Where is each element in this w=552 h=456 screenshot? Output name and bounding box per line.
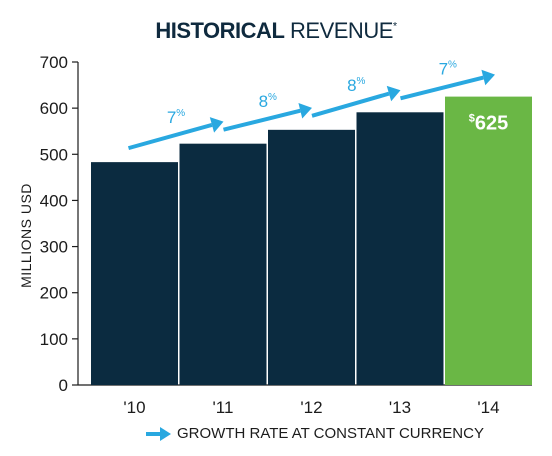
bar-2 <box>268 129 355 385</box>
growth-rate-label: 8% <box>347 76 365 95</box>
x-tick-label: '10 <box>123 398 145 417</box>
growth-arrow-head <box>481 69 495 86</box>
growth-arrow-line <box>223 108 301 132</box>
y-tick-label: 500 <box>40 145 68 164</box>
title-regular: REVENUE <box>290 18 393 43</box>
legend: GROWTH RATE AT CONSTANT CURRENCY <box>145 425 484 442</box>
bar-4 <box>445 96 532 385</box>
bar-value-label: $625 <box>469 113 509 135</box>
y-tick-label: 0 <box>59 376 68 395</box>
growth-rate-label: 7% <box>167 108 185 127</box>
growth-arrow-head <box>298 102 312 119</box>
bar-3 <box>356 112 444 385</box>
x-tick-label: '14 <box>477 398 499 417</box>
x-tick-label: '12 <box>300 398 322 417</box>
growth-rate-label: 8% <box>259 92 277 111</box>
legend-label: GROWTH RATE AT CONSTANT CURRENCY <box>177 425 484 442</box>
x-tick-label: '11 <box>213 398 234 417</box>
growth-arrow-head <box>209 117 224 133</box>
y-tick-label: 300 <box>40 238 68 257</box>
y-tick-label: 600 <box>40 99 68 118</box>
growth-arrow-line <box>311 91 390 118</box>
growth-arrow-head <box>386 85 401 102</box>
title-mark: * <box>392 20 397 33</box>
bar-0 <box>91 162 178 385</box>
growth-arrow-line <box>400 75 484 101</box>
y-axis-label: MILLIONS USD <box>18 183 34 288</box>
title-bold: HISTORICAL <box>155 18 285 43</box>
y-tick-label: 700 <box>40 53 68 72</box>
y-tick-label: 100 <box>40 330 68 349</box>
y-tick-label: 400 <box>40 191 68 210</box>
growth-arrow-line <box>127 122 213 151</box>
y-tick-label: 200 <box>40 284 68 303</box>
bar-1 <box>179 143 267 385</box>
growth-arrow-icon <box>146 426 171 441</box>
growth-rate-label: 7% <box>439 59 457 78</box>
chart-title: HISTORICAL REVENUE* <box>0 18 552 44</box>
revenue-bar-chart: 0 100 200 300 400 500 600 700 MILLIONS USD '10 '11… <box>18 53 532 417</box>
x-tick-label: '13 <box>389 398 411 417</box>
